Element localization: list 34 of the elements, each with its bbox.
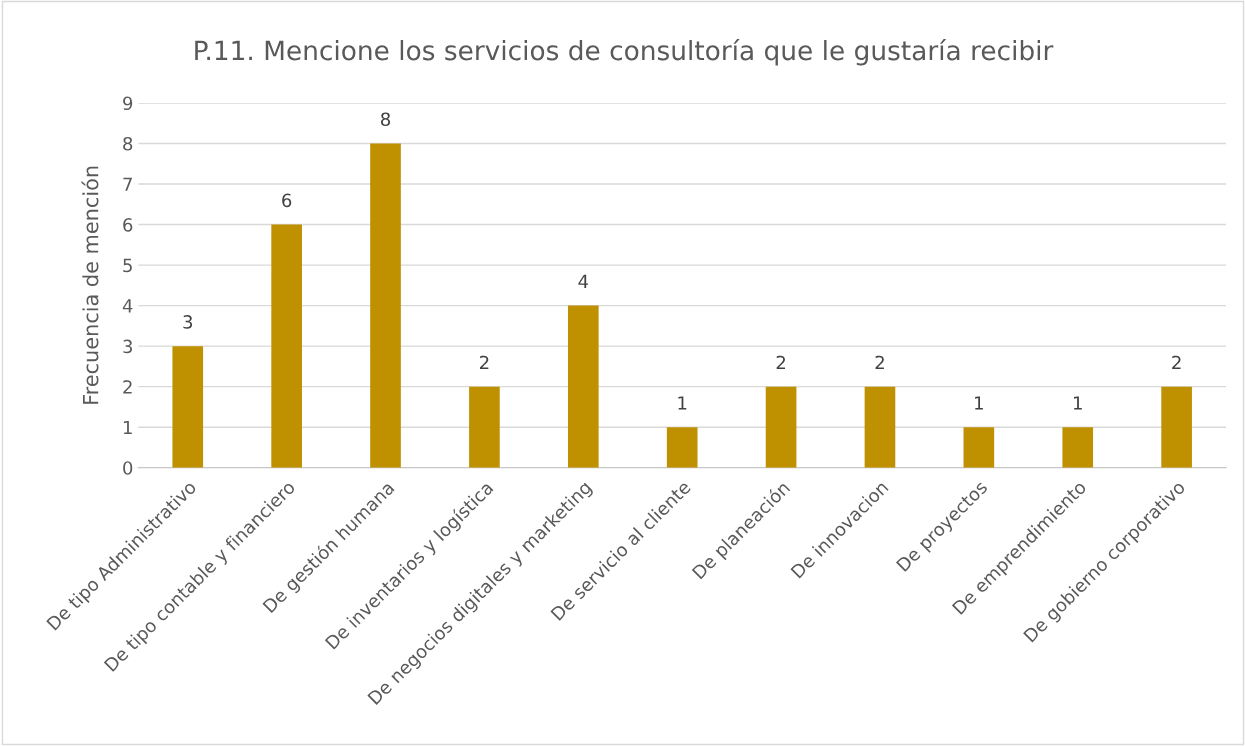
bar	[765, 386, 797, 468]
data-label: 8	[381, 112, 391, 127]
y-tick-label: 3	[123, 339, 132, 354]
bar	[963, 427, 995, 468]
y-tick-label: 7	[123, 177, 132, 191]
bar	[370, 143, 401, 468]
data-label: 1	[975, 396, 983, 410]
bar	[666, 427, 698, 468]
bar	[172, 346, 204, 468]
bar	[1161, 386, 1192, 468]
bar	[469, 386, 500, 468]
data-label: 2	[1172, 355, 1181, 370]
data-label: 1	[1073, 396, 1082, 410]
y-tick-label: 1	[123, 420, 132, 435]
bar	[864, 386, 896, 468]
y-tick-label: 9	[123, 96, 133, 111]
bar	[567, 305, 599, 468]
y-tick-label: 4	[122, 299, 133, 313]
data-label: 2	[479, 355, 489, 370]
data-label: 3	[183, 315, 193, 329]
bar	[271, 224, 302, 468]
data-label: 6	[282, 193, 292, 208]
y-tick-label: 0	[123, 461, 133, 475]
chart-title: P.11. Mencione los servicios de consultoría que le gustaría recibir	[195, 38, 1054, 66]
data-label: 2	[776, 355, 786, 370]
y-tick-label: 2	[123, 380, 132, 394]
data-label: 1	[678, 396, 687, 410]
data-label: 2	[875, 355, 884, 370]
y-tick-label: 8	[123, 136, 133, 151]
y-tick-label: 6	[123, 218, 133, 232]
data-label: 4	[578, 274, 589, 288]
bar	[1062, 427, 1094, 468]
y-tick-label: 5	[123, 258, 132, 273]
y-axis-title: Frecuencia de mención	[81, 166, 99, 404]
